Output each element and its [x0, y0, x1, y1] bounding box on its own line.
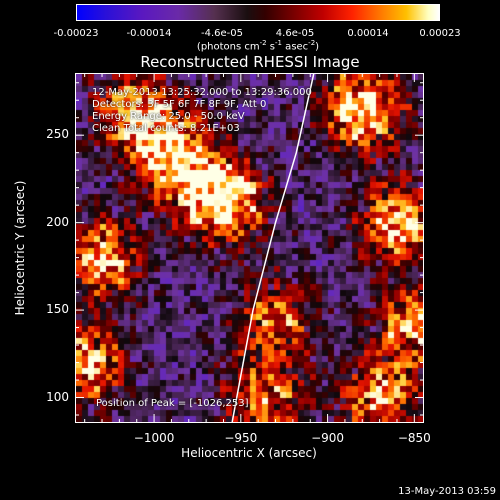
x-tick-label: −850	[397, 431, 431, 445]
annotation-peak: Position of Peak = [-1026,253]	[96, 398, 249, 409]
limb-overlay	[231, 74, 315, 422]
annotation-energy: Energy Range: 25.0 - 50.0 keV	[92, 111, 245, 122]
colorbar-tick-label: -0.00014	[126, 28, 172, 39]
x-tick-label: −1000	[133, 431, 175, 445]
heatmap-image	[76, 74, 423, 422]
annotation-clean: Clean Total counts: 8.21E+03	[92, 123, 240, 134]
y-tick-label: 100	[46, 389, 69, 404]
colorbar	[76, 4, 440, 21]
y-tick-label: 150	[46, 302, 69, 317]
solar-limb-line	[231, 74, 315, 422]
y-tick-label: 250	[46, 127, 69, 142]
plot-area: 12-May-2013 13:25:32.000 to 13:29:36.000…	[75, 73, 424, 423]
colorbar-tick-label: -0.00023	[53, 28, 99, 39]
colorbar-tick-label: 4.6e-05	[275, 28, 315, 39]
x-tick-label: −950	[224, 431, 258, 445]
colorbar-tick-label: -4.6e-05	[201, 28, 243, 39]
annotation-detectors: Detectors: 3F 5F 6F 7F 8F 9F, Att 0	[92, 99, 267, 110]
timestamp: 13-May-2013 03:59	[398, 486, 496, 497]
y-axis-label: Heliocentric Y (arcsec)	[13, 180, 27, 316]
colorbar-tick-label: 0.00014	[347, 28, 389, 39]
annotation-time-range: 12-May-2013 13:25:32.000 to 13:29:36.000	[92, 87, 312, 98]
x-tick-label: −900	[311, 431, 345, 445]
chart-title: Reconstructed RHESSI Image	[140, 53, 360, 71]
colorbar-gradient	[77, 5, 439, 20]
colorbar-units: (photons cm-2 s-1 asec-2)	[196, 39, 320, 53]
colorbar-tick-label: 0.00023	[419, 28, 461, 39]
y-tick-label: 200	[46, 214, 69, 229]
x-axis-label: Heliocentric X (arcsec)	[181, 446, 317, 460]
